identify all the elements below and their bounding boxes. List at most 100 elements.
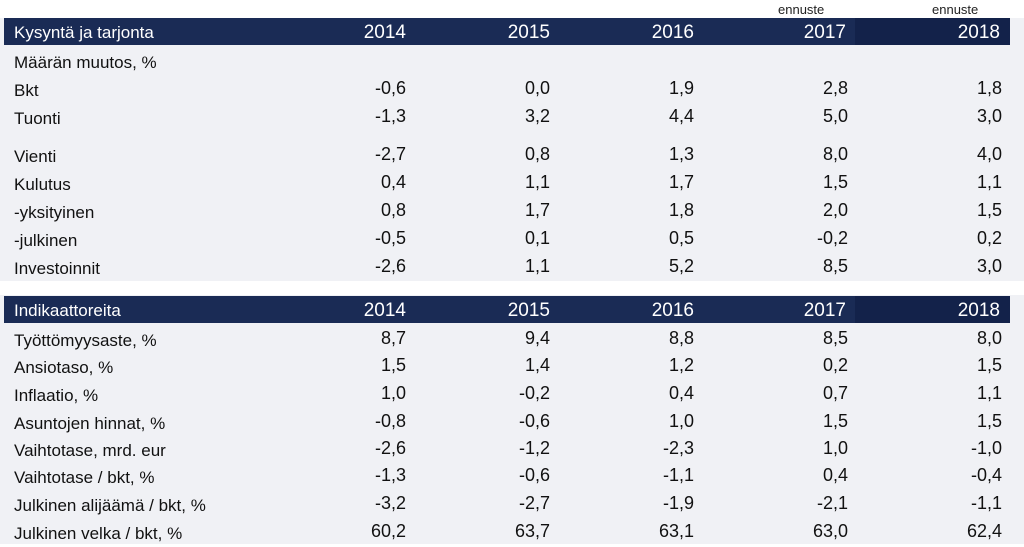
cell-value: 60,2 [370,521,406,541]
row-label: Julkinen alijäämä / bkt, % [14,496,206,515]
row-label: Julkinen velka / bkt, % [14,524,183,543]
cell-value: 1,4 [524,355,550,375]
top-strip [0,0,1024,18]
cell-value: 1,9 [668,78,694,98]
row-label: -yksityinen [14,203,95,222]
forecast-shade [855,296,1010,323]
cell-value: -1,2 [518,438,550,458]
section-header-indicators: Indikaattoreita 2014 2015 2016 2017 2018 [4,296,1010,323]
cell-value: 8,0 [822,144,848,164]
section-gap [0,281,1024,295]
row-label: Investoinnit [14,259,100,278]
cell-value: 8,8 [668,328,694,348]
table-row: Inflaatio, % 1,0 -0,2 0,4 0,7 1,1 [0,383,1024,409]
cell-value: -0,6 [518,411,550,431]
cell-value: 3,2 [524,106,550,126]
cell-value: 63,7 [514,521,550,541]
cell-value: 2,8 [822,78,848,98]
year-header: 2017 [803,300,846,321]
table-row: Asuntojen hinnat, % -0,8 -0,6 1,0 1,5 1,5 [0,411,1024,437]
cell-value: -3,2 [374,493,406,513]
table-row: -yksityinen 0,8 1,7 1,8 2,0 1,5 [0,200,1024,226]
table-row: -julkinen -0,5 0,1 0,5 -0,2 0,2 [0,228,1024,254]
cell-value: 1,8 [668,200,694,220]
cell-value: -0,4 [970,465,1002,485]
table-row: Ansiotaso, % 1,5 1,4 1,2 0,2 1,5 [0,355,1024,381]
cell-value: 1,0 [668,411,694,431]
cell-value: 1,1 [524,256,550,276]
cell-value: 8,5 [822,328,848,348]
cell-value: 8,5 [822,256,848,276]
table-row: Julkinen velka / bkt, % 60,2 63,7 63,1 63,0 6… [0,521,1024,547]
cell-value: 62,4 [966,521,1002,541]
section-header-demand-supply: Kysyntä ja tarjonta 2014 2015 2016 2017 … [4,18,1010,45]
year-header: 2017 [803,22,846,43]
cell-value: 1,0 [822,438,848,458]
cell-value: 3,0 [976,106,1002,126]
cell-value: -2,1 [816,493,848,513]
row-label: Vienti [14,147,57,166]
cell-value: 1,5 [822,172,848,192]
cell-value: 1,1 [976,172,1002,192]
row-label: Vaihtotase / bkt, % [14,468,155,487]
row-label: Tuonti [14,109,61,128]
cell-value: 3,0 [976,256,1002,276]
cell-value: 0,0 [524,78,550,98]
row-label: Määrän muutos, % [14,53,157,72]
cell-value: 5,0 [822,106,848,126]
cell-value: 1,5 [976,411,1002,431]
year-header: 2016 [651,22,694,43]
year-header: 2014 [363,300,406,321]
cell-value: 8,7 [380,328,406,348]
cell-value: 1,5 [976,200,1002,220]
cell-value: 0,2 [822,355,848,375]
row-label: Kulutus [14,175,71,194]
cell-value: -0,5 [374,228,406,248]
cell-value: 0,4 [380,172,406,192]
table-row: Bkt -0,6 0,0 1,9 2,8 1,8 [0,78,1024,104]
table-row: Kulutus 0,4 1,1 1,7 1,5 1,1 [0,172,1024,198]
cell-value: 8,0 [976,328,1002,348]
cell-value: -0,8 [374,411,406,431]
cell-value: 1,8 [976,78,1002,98]
cell-value: 63,1 [658,521,694,541]
table-row: Määrän muutos, % [0,50,1024,76]
cell-value: 1,5 [380,355,406,375]
year-header: 2015 [507,22,550,43]
cell-value: 1,5 [976,355,1002,375]
cell-value: 1,3 [668,144,694,164]
year-header: 2016 [651,300,694,321]
cell-value: 1,7 [524,200,550,220]
row-label: Ansiotaso, % [14,358,114,377]
row-label: Työttömyysaste, % [14,331,157,350]
table-row: Investoinnit -2,6 1,1 5,2 8,5 3,0 [0,256,1024,282]
cell-value: 0,1 [524,228,550,248]
cell-value: 1,0 [380,383,406,403]
cell-value: 4,0 [976,144,1002,164]
year-header: 2018 [957,22,1000,43]
cell-value: 0,4 [668,383,694,403]
cell-value: 1,5 [822,411,848,431]
year-header: 2018 [957,300,1000,321]
section-title: Indikaattoreita [14,301,121,320]
cell-value: -2,3 [662,438,694,458]
cell-value: 1,1 [976,383,1002,403]
row-label: Asuntojen hinnat, % [14,414,166,433]
cell-value: 0,4 [822,465,848,485]
cell-value: 1,2 [668,355,694,375]
cell-value: 0,8 [524,144,550,164]
cell-value: 1,1 [524,172,550,192]
cell-value: 5,2 [668,256,694,276]
cell-value: -1,3 [374,106,406,126]
cell-value: -2,6 [374,438,406,458]
forecast-shade [855,18,1010,45]
row-label: -julkinen [14,231,78,250]
year-header: 2014 [363,22,406,43]
cell-value: -1,9 [662,493,694,513]
cell-value: -2,7 [374,144,406,164]
cell-value: -1,1 [662,465,694,485]
table-row: Julkinen alijäämä / bkt, % -3,2 -2,7 -1,9 -2… [0,493,1024,519]
cell-value: 4,4 [668,106,694,126]
table-row: Tuonti -1,3 3,2 4,4 5,0 3,0 [0,106,1024,132]
row-label: Bkt [14,81,39,100]
